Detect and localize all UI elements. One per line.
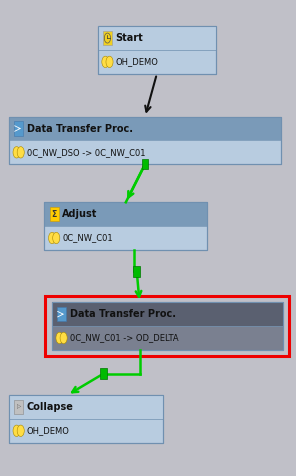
Circle shape <box>49 232 56 244</box>
Bar <box>52 302 283 350</box>
Bar <box>133 266 140 277</box>
Circle shape <box>56 332 63 344</box>
Bar <box>52 302 283 326</box>
Bar <box>9 117 281 140</box>
Circle shape <box>17 147 24 158</box>
Circle shape <box>106 56 113 68</box>
Bar <box>9 117 281 164</box>
Bar <box>9 117 281 164</box>
Text: Σ: Σ <box>52 210 57 218</box>
Bar <box>9 395 163 443</box>
Bar <box>44 202 207 226</box>
Bar <box>44 202 207 250</box>
Text: 0C_NW_C01 -> OD_DELTA: 0C_NW_C01 -> OD_DELTA <box>70 334 178 342</box>
Bar <box>98 26 216 74</box>
Bar <box>142 159 148 169</box>
Text: Data Transfer Proc.: Data Transfer Proc. <box>27 123 133 134</box>
Text: ▷: ▷ <box>17 405 21 409</box>
Bar <box>44 202 207 250</box>
Circle shape <box>102 56 109 68</box>
Circle shape <box>13 425 20 436</box>
Text: Collapse: Collapse <box>27 402 73 412</box>
Bar <box>45 296 289 356</box>
Bar <box>103 31 112 45</box>
Bar <box>98 26 216 74</box>
Text: Data Transfer Proc.: Data Transfer Proc. <box>70 309 176 319</box>
Text: Start: Start <box>115 33 143 43</box>
Bar <box>57 307 66 321</box>
Text: OH_DEMO: OH_DEMO <box>115 58 158 66</box>
Text: 0C_NW_C01: 0C_NW_C01 <box>62 234 113 242</box>
Bar <box>9 395 163 443</box>
Text: 0C_NW_DSO -> 0C_NW_C01: 0C_NW_DSO -> 0C_NW_C01 <box>27 148 145 157</box>
Bar <box>52 302 283 350</box>
Bar <box>100 368 107 379</box>
Text: OH_DEMO: OH_DEMO <box>27 426 70 435</box>
Circle shape <box>53 232 60 244</box>
Circle shape <box>13 147 20 158</box>
Bar <box>14 400 23 414</box>
Circle shape <box>60 332 67 344</box>
Bar <box>9 395 163 419</box>
Text: Adjust: Adjust <box>62 209 98 219</box>
Bar <box>98 26 216 50</box>
Bar <box>50 207 59 221</box>
Circle shape <box>17 425 24 436</box>
Bar <box>14 121 23 136</box>
